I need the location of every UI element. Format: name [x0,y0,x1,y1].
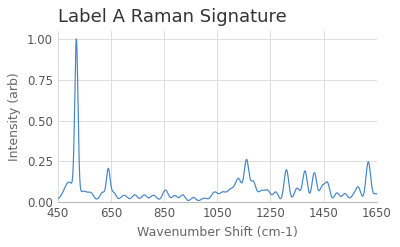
Text: Label A Raman Signature: Label A Raman Signature [58,8,286,26]
Y-axis label: Intensity (arb): Intensity (arb) [8,72,21,161]
X-axis label: Wavenumber Shift (cm-1): Wavenumber Shift (cm-1) [137,226,298,239]
